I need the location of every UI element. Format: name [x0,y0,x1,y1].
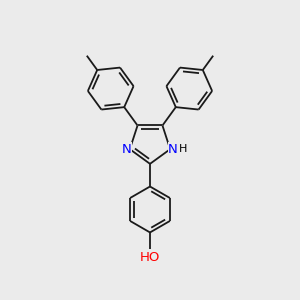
Text: N: N [168,143,178,156]
Text: N: N [122,143,131,156]
Text: H: H [179,144,187,154]
Text: HO: HO [140,251,160,264]
